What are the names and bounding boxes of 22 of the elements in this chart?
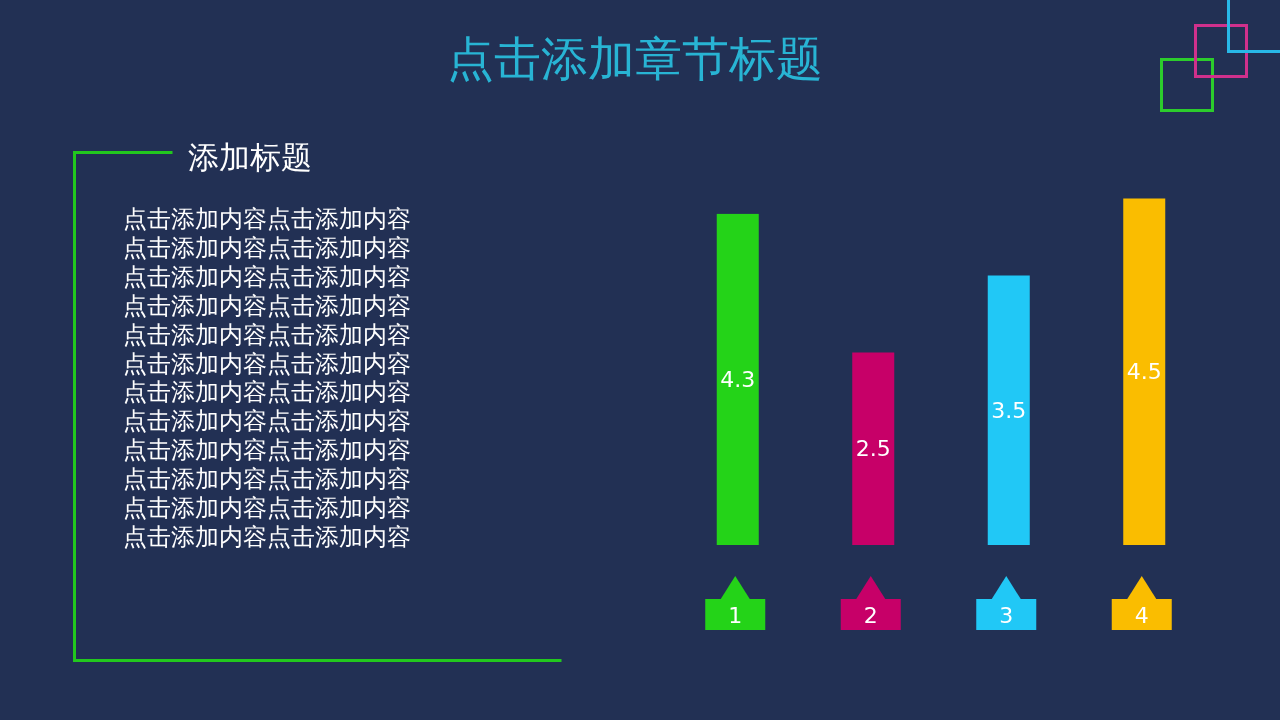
data-label: 4.5	[1126, 359, 1162, 385]
x-tick-label: 4	[1134, 603, 1149, 628]
text: 点击添加内容点击添加内容	[123, 234, 411, 261]
x-tick-label: 2	[863, 603, 878, 628]
data-label: 3.5	[991, 397, 1027, 423]
text: 添加标题	[188, 139, 312, 175]
text: 点击添加内容点击添加内容	[123, 466, 411, 493]
data-label: 2.5	[855, 436, 891, 462]
text: 点击添加内容点击添加内容	[123, 523, 411, 550]
text: 点击添加内容点击添加内容	[123, 379, 411, 406]
x-tick-label: 1	[728, 603, 743, 628]
text: 点击添加内容点击添加内容	[123, 321, 411, 348]
text: 点击添加内容点击添加内容	[123, 206, 411, 232]
text: 点击添加内容点击添加内容	[123, 350, 411, 377]
text: 点击添加内容点击添加内容	[123, 408, 411, 435]
chart-title: 点击添加章节标题	[447, 31, 823, 85]
text: 点击添加内容点击添加内容	[123, 437, 411, 464]
text: 点击添加内容点击添加内容	[123, 292, 411, 319]
data-label: 4.3	[720, 366, 756, 392]
text: 点击添加内容点击添加内容	[123, 263, 411, 290]
text: 点击添加内容点击添加内容	[123, 495, 411, 521]
x-tick-label: 3	[999, 603, 1014, 628]
